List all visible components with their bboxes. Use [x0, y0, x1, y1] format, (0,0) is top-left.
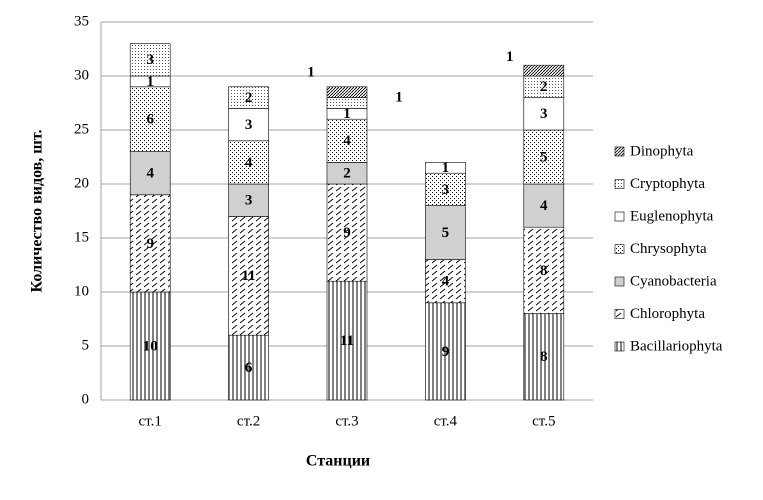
value-label: 3	[442, 182, 450, 198]
value-label: 5	[540, 149, 548, 165]
x-tick-label: ст.5	[532, 413, 555, 429]
legend-label: Chlorophyta	[630, 306, 705, 322]
legend-label: Dinophyta	[630, 143, 694, 159]
bar-segment	[129, 194, 171, 293]
value-label: 2	[343, 166, 351, 182]
legend-swatch	[614, 341, 625, 352]
legend-label: Bacillariophyta	[630, 338, 723, 354]
bar-segment	[523, 97, 565, 131]
y-tick-label: 25	[74, 121, 89, 137]
bar-segment	[228, 86, 269, 109]
value-label: 6	[245, 360, 253, 376]
bar-segment	[326, 118, 368, 163]
value-label: 4	[245, 155, 253, 171]
bar-segment	[523, 64, 565, 77]
legend-label: Chrysophyta	[630, 241, 707, 257]
value-label: 3	[245, 193, 253, 209]
bar-segment	[326, 86, 368, 98]
bar-segment	[523, 183, 565, 228]
value-label: 9	[146, 236, 154, 252]
value-label: 9	[343, 225, 351, 241]
value-label: 6	[146, 112, 154, 128]
value-label: 11	[242, 268, 256, 284]
value-label: 5	[442, 225, 450, 241]
bar-segment	[326, 183, 368, 282]
value-label: 1	[146, 74, 154, 90]
bar-segment	[228, 216, 269, 336]
bar-segment	[228, 140, 269, 185]
bar-segment	[129, 43, 171, 77]
legend-label: Cyanobacteria	[630, 273, 717, 289]
y-tick-label: 10	[74, 283, 89, 299]
value-label: 2	[245, 90, 253, 106]
value-label: 1	[506, 49, 514, 65]
bar-segment	[425, 302, 466, 401]
bar-segment	[228, 108, 269, 142]
legend-swatch	[614, 276, 625, 287]
bar-segment	[523, 129, 565, 185]
y-tick-label: 20	[74, 175, 89, 191]
value-label: 1	[307, 65, 315, 81]
value-label: 9	[442, 344, 450, 360]
y-tick-label: 35	[74, 13, 89, 29]
y-tick-label: 15	[74, 229, 89, 245]
y-tick-label: 30	[74, 67, 89, 83]
bar-segment	[129, 86, 171, 152]
value-label: 3	[540, 106, 548, 122]
x-tick-label: ст.4	[434, 413, 458, 429]
x-axis-title: Станции	[306, 453, 370, 470]
bar-segment	[523, 313, 565, 401]
bar-segment	[129, 151, 171, 196]
legend-swatch	[614, 244, 625, 254]
legend-label: Euglenophyta	[630, 208, 714, 224]
value-label: 3	[146, 52, 154, 68]
legend-swatch	[614, 146, 625, 157]
value-label: 10	[143, 338, 158, 354]
value-label: 8	[540, 263, 548, 279]
bar-segment	[129, 291, 171, 401]
y-tick-label: 0	[82, 391, 90, 407]
bar-segment	[523, 226, 565, 314]
bar-segment	[326, 280, 368, 401]
value-label: 3	[245, 117, 253, 133]
value-label: 11	[340, 333, 354, 349]
value-label: 4	[540, 198, 548, 214]
bar-segment	[425, 172, 466, 206]
value-label: 4	[442, 274, 450, 290]
y-axis-title: Количество видов, шт.	[29, 130, 46, 293]
bar-segment	[326, 97, 368, 109]
legend-swatch	[614, 211, 625, 222]
bar-segment	[425, 205, 466, 260]
x-tick-label: ст.3	[335, 413, 358, 429]
value-label: 4	[146, 166, 154, 182]
value-label: 1	[442, 160, 450, 176]
legend-swatch	[614, 179, 625, 189]
value-label: 1	[395, 89, 403, 105]
x-tick-label: ст.2	[237, 413, 260, 429]
legend-label: Cryptophyta	[630, 176, 705, 192]
x-tick-label: ст.1	[139, 413, 162, 429]
bar-segment	[425, 162, 466, 174]
value-label: 1	[343, 106, 351, 122]
value-label: 4	[343, 133, 351, 149]
legend-swatch	[614, 309, 625, 319]
value-label: 8	[540, 349, 548, 365]
value-label: 2	[540, 79, 548, 95]
y-tick-label: 5	[82, 337, 90, 353]
